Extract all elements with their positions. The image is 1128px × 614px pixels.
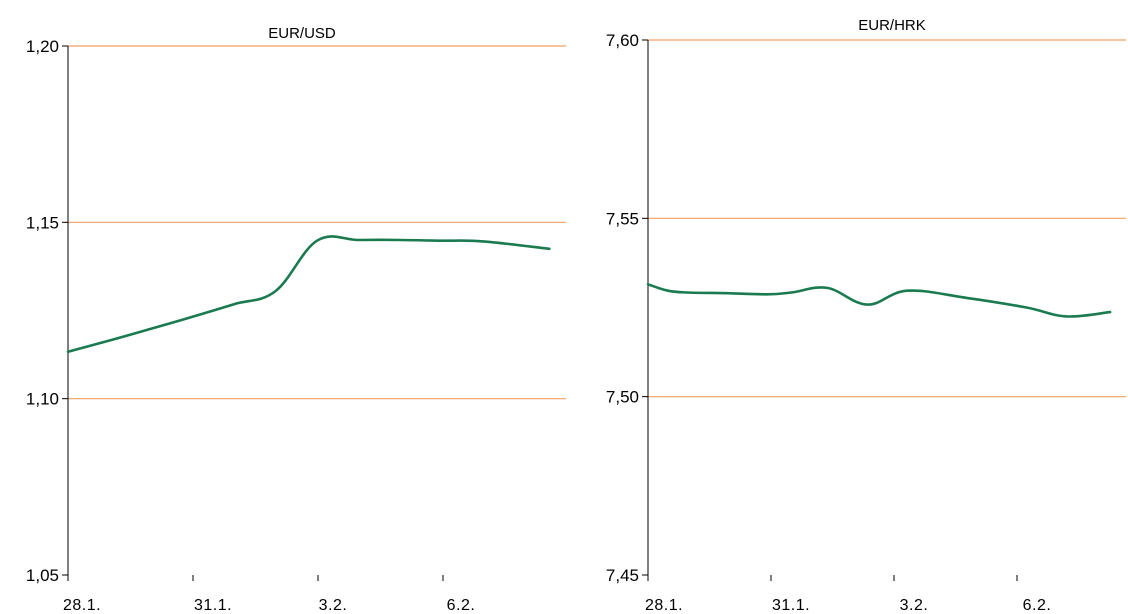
chart-title: EUR/USD — [268, 25, 336, 42]
series-line — [66, 235, 551, 354]
y-tick-label: 7,50 — [606, 388, 639, 407]
x-tick-label: 3.2. — [319, 597, 348, 614]
y-tick-label: 7,60 — [606, 31, 639, 50]
y-tick-label: 1,05 — [26, 566, 59, 585]
y-tick-label: 7,45 — [606, 566, 639, 585]
x-tick-label: 6.2. — [1023, 597, 1052, 614]
chart-title: EUR/HRK — [858, 17, 926, 34]
y-tick-label: 1,15 — [26, 213, 59, 232]
y-tick-label: 1,10 — [26, 390, 59, 409]
y-tick-label: 1,20 — [26, 37, 59, 56]
chart-eur-usd: EUR/USD 1,05 1,10 1,15 1,20 28.1. 31.1. 3.2. 6.2… — [26, 25, 566, 614]
y-tick-label: 7,55 — [606, 209, 639, 228]
series-line — [646, 283, 1112, 318]
x-tick-label: 28.1. — [645, 597, 683, 614]
x-tick-label: 6.2. — [447, 597, 476, 614]
x-tick-label: 3.2. — [900, 597, 929, 614]
x-tick-label: 28.1. — [63, 597, 101, 614]
x-tick-label: 31.1. — [194, 597, 232, 614]
x-tick-label: 31.1. — [772, 597, 810, 614]
chart-eur-hrk: EUR/HRK 7,45 7,50 7,55 7,60 28.1. 31.1. 3.2. 6.2… — [606, 17, 1126, 614]
